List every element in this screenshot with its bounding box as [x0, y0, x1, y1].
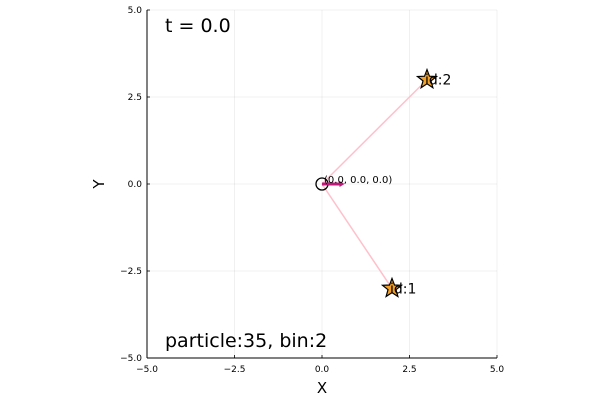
y-tick-label: −2.5: [120, 267, 142, 277]
x-tick-label: 5.0: [490, 365, 505, 375]
y-tick-label: 5.0: [128, 6, 143, 16]
marks: (0.0, 0.0, 0.0) id:2 id:1: [315, 67, 451, 298]
y-axis-label: Y: [90, 179, 108, 190]
y-tick-label: 2.5: [128, 93, 142, 103]
x-tick-label: −2.5: [224, 365, 246, 375]
particle-star-1: [380, 276, 404, 298]
particle-star-2: [415, 67, 439, 90]
origin-label: (0.0, 0.0, 0.0): [324, 175, 392, 186]
velocity-arrowhead: [339, 181, 345, 187]
x-tick-label: −5.0: [136, 365, 158, 375]
x-axis-label: X: [317, 379, 327, 397]
particle-label-1: id:1: [390, 281, 416, 297]
particle-bin-annotation: particle:35, bin:2: [165, 330, 327, 352]
time-annotation: t = 0.0: [165, 15, 231, 37]
particle-label-2: id:2: [425, 73, 451, 89]
connection-line: [321, 183, 393, 289]
connection-line: [321, 79, 428, 185]
y-tick-label: 0.0: [128, 180, 143, 190]
x-tick-label: 2.5: [402, 365, 416, 375]
y-tick-label: −5.0: [120, 354, 142, 364]
axes: −5.0 −2.5 0.0 2.5 5.0 −5.0 −2.5 0.0 2.5 5.0: [120, 6, 504, 375]
x-tick-label: 0.0: [315, 365, 330, 375]
